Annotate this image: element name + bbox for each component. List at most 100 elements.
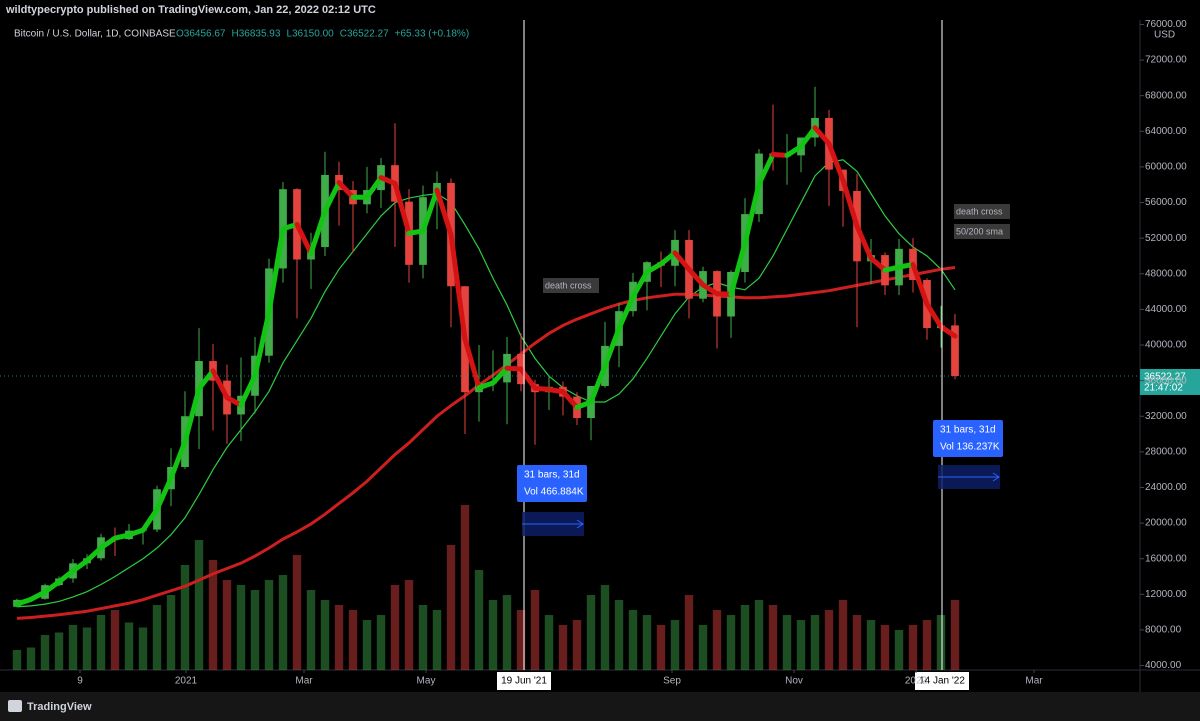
volume-bar [600,585,610,670]
fast-ma-segment [588,363,608,405]
x-tick-label: Mar [295,676,313,687]
annotation: death cross [956,206,1003,216]
fast-ma-segment [294,221,314,256]
volume-bar [292,555,302,670]
fast-ma-segment [98,535,118,551]
y-tick-label: 4000.00 [1145,660,1182,671]
fast-ma-segment [462,336,482,391]
volume-bar [446,545,456,670]
volume-bar [278,575,288,670]
price-countdown: 21:47:02 [1144,383,1183,394]
volume-bar [922,620,932,670]
fast-ma-segment [672,250,692,272]
measure-text: 31 bars, 31d [940,425,996,436]
range-arrowhead [576,519,584,529]
fast-ma-segment [392,180,412,236]
volume-bar [390,585,400,670]
volume-bar [754,600,764,670]
ohlc-value: O36456.67 [176,29,226,40]
annotation: 50/200 sma [956,226,1003,236]
volume-bar [656,625,666,670]
fast-ma-segment [70,558,90,574]
fast-ma-segment [196,368,216,392]
volume-bar [866,620,876,670]
fast-ma-segment [168,439,188,481]
fast-ma-segment [686,266,706,288]
fast-ma-segment [602,326,622,369]
volume-bar [712,610,722,670]
volume-bar [726,615,736,670]
fast-ma-segment [238,373,258,408]
ohlc-value: H36835.93 [232,29,281,40]
y-tick-label: 20000.00 [1145,518,1187,529]
y-tick-label: 68000.00 [1145,90,1187,101]
volume-bar [194,540,204,670]
volume-bar [558,625,568,670]
volume-bar [236,585,246,670]
logo-icon [8,700,22,712]
y-tick-label: 16000.00 [1145,553,1187,564]
y-tick-label: 28000.00 [1145,446,1187,457]
volume-bar [530,590,540,670]
volume-bar [824,610,834,670]
volume-bar [68,625,78,670]
date-label: 19 Jun '21 [501,676,547,687]
fast-ma-segment [448,232,468,342]
volume-bar [852,615,862,670]
volume-bar [152,605,162,670]
candle-body [951,325,959,376]
moving-average [16,266,956,620]
fast-ma-segment [924,301,944,330]
fast-ma-segment [560,389,580,410]
volume-bar [698,625,708,670]
price-label-bg [1140,368,1200,395]
fast-ma-segment [812,125,832,147]
fast-ma-segment [434,187,454,238]
volume-bar [96,615,106,670]
fast-ma-segment [840,177,860,229]
volume-bar [110,610,120,670]
volume-bar [82,627,92,670]
ohlc-value: L36150.00 [286,29,334,40]
fast-ma-segment [868,255,888,273]
fast-ma-segment [742,181,762,246]
fast-ma-segment [84,545,104,564]
volume-bar [26,647,36,670]
fast-ma-segment [154,475,174,512]
moving-average [16,159,956,608]
fast-ma-segment [210,368,230,401]
y-tick-label: 60000.00 [1145,162,1187,173]
volume-bar [586,595,596,670]
volume-bar [404,580,414,670]
y-tick-label: 56000.00 [1145,197,1187,208]
annotation-bg [954,224,1010,239]
volume-bar [642,615,652,670]
y-tick-label: 12000.00 [1145,589,1187,600]
volume-bar [264,580,274,670]
fast-ma-segment [798,125,818,149]
price-label: 36522.27 [1144,372,1186,383]
ohlc-value: +65.33 (+0.18%) [395,29,470,40]
volume-bar [222,580,232,670]
volume-bar [320,600,330,670]
volume-bar [908,625,918,670]
measure-text: Vol 136.237K [940,442,1000,453]
volume-bar [768,605,778,670]
fast-ma-segment [252,309,272,379]
x-tick-label: Mar [1025,676,1043,687]
x-tick-label: 2022 [905,676,928,687]
date-label: 14 Jan '22 [919,676,965,687]
volume-bar [516,610,526,670]
volume-bar [54,632,64,670]
volume-bar [628,610,638,670]
volume-bar [502,595,512,670]
date-label-bg [915,672,969,690]
fast-ma-segment [56,568,76,585]
x-tick-label: Sep [663,676,681,687]
fast-ma-segment [938,324,958,339]
fast-ma-segment [854,223,874,261]
annotation-bg [954,204,1010,219]
